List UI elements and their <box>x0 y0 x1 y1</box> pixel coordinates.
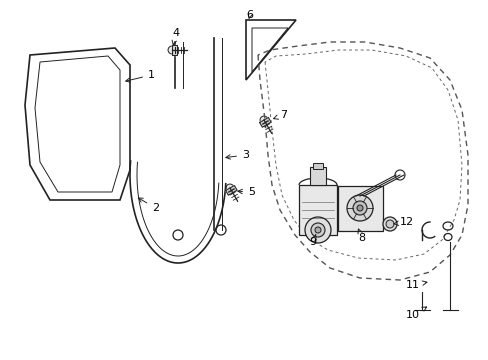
Text: 9: 9 <box>309 234 316 247</box>
Circle shape <box>352 201 366 215</box>
Circle shape <box>382 217 396 231</box>
Bar <box>309 167 325 185</box>
Text: 11: 11 <box>405 280 426 290</box>
Polygon shape <box>225 185 237 195</box>
Text: 7: 7 <box>273 110 286 120</box>
Text: 12: 12 <box>393 217 413 227</box>
Polygon shape <box>259 117 270 127</box>
Text: 3: 3 <box>225 150 248 160</box>
Bar <box>298 185 336 235</box>
Circle shape <box>305 217 330 243</box>
Polygon shape <box>172 45 177 55</box>
Circle shape <box>168 46 176 54</box>
Bar <box>337 186 382 231</box>
Bar <box>312 163 323 169</box>
Circle shape <box>260 116 267 124</box>
Circle shape <box>346 195 372 221</box>
Text: 5: 5 <box>237 187 254 197</box>
Text: 2: 2 <box>138 198 159 213</box>
Circle shape <box>314 227 320 233</box>
Text: 8: 8 <box>357 229 365 243</box>
Circle shape <box>225 184 233 192</box>
Circle shape <box>385 220 393 228</box>
Circle shape <box>310 223 325 237</box>
Circle shape <box>356 205 362 211</box>
Text: 10: 10 <box>405 307 426 320</box>
Text: 4: 4 <box>172 28 179 45</box>
Text: 1: 1 <box>125 70 155 82</box>
Text: 6: 6 <box>246 10 253 20</box>
